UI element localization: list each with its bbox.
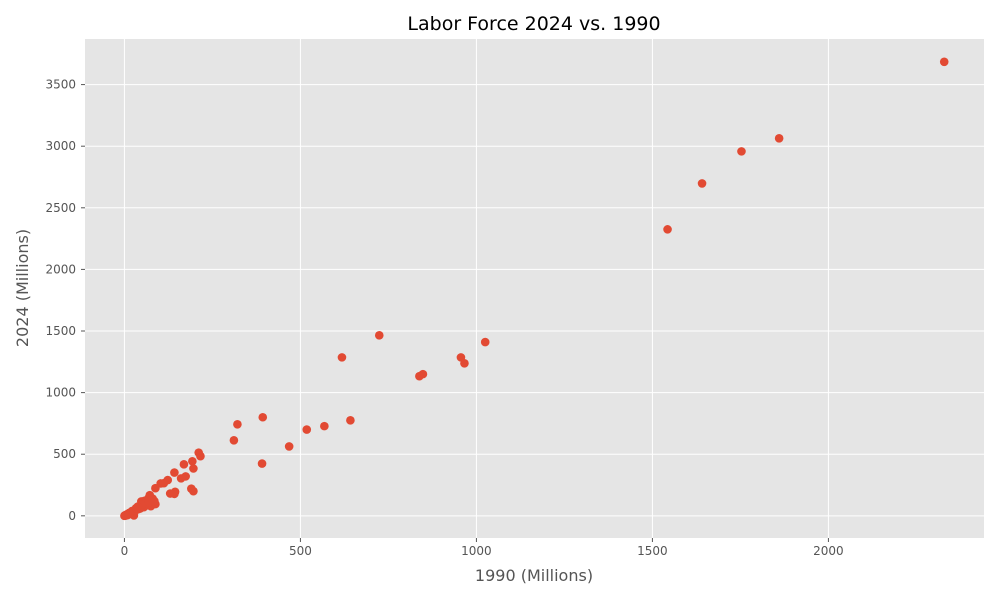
data-point bbox=[774, 134, 784, 143]
data-point bbox=[165, 489, 175, 498]
data-point bbox=[233, 419, 242, 429]
data-point bbox=[179, 460, 189, 469]
data-point bbox=[258, 412, 268, 422]
data-points bbox=[120, 57, 949, 521]
x-tick-label: 500 bbox=[289, 544, 312, 558]
x-tick-label: 2000 bbox=[813, 544, 844, 558]
data-point bbox=[189, 486, 198, 496]
x-axis-ticks: 0 500 1000 1500 2000 bbox=[121, 538, 844, 558]
data-point bbox=[374, 331, 384, 340]
x-tick-label: 1000 bbox=[461, 544, 492, 558]
data-point bbox=[663, 225, 672, 234]
data-point bbox=[196, 451, 205, 461]
data-point bbox=[150, 496, 159, 506]
y-axis-ticks: 0 500 1000 1500 2000 2500 3000 3500 bbox=[45, 78, 85, 523]
data-point bbox=[170, 468, 179, 477]
data-point bbox=[302, 425, 312, 434]
data-point bbox=[257, 459, 267, 468]
y-tick-label: 2500 bbox=[45, 201, 76, 215]
y-tick-label: 1000 bbox=[45, 386, 76, 400]
y-tick-label: 3000 bbox=[45, 139, 76, 153]
y-tick-label: 3500 bbox=[45, 78, 76, 92]
y-axis-title: 2024 (Millions) bbox=[13, 229, 32, 347]
data-point bbox=[939, 57, 949, 67]
data-point bbox=[697, 179, 707, 188]
data-point bbox=[151, 483, 160, 493]
data-point bbox=[460, 358, 469, 368]
plot-area bbox=[85, 39, 984, 538]
chart-title: Labor Force 2024 vs. 1990 bbox=[407, 13, 660, 35]
data-point bbox=[346, 416, 355, 425]
data-point bbox=[131, 503, 141, 513]
data-point bbox=[188, 456, 197, 466]
x-axis-title: 1990 (Millions) bbox=[475, 566, 593, 585]
y-tick-label: 500 bbox=[53, 447, 76, 461]
data-point bbox=[320, 421, 329, 431]
x-tick-label: 0 bbox=[121, 544, 129, 558]
data-point bbox=[189, 464, 198, 473]
x-tick-label: 1500 bbox=[637, 544, 668, 558]
grid-lines bbox=[85, 39, 984, 538]
y-tick-label: 2000 bbox=[45, 262, 76, 276]
y-tick-label: 1500 bbox=[45, 324, 76, 338]
data-point bbox=[737, 147, 746, 156]
data-point bbox=[415, 371, 424, 381]
data-point bbox=[284, 442, 294, 451]
data-point bbox=[480, 337, 490, 347]
y-tick-label: 0 bbox=[68, 509, 76, 523]
data-point bbox=[121, 511, 131, 520]
data-point bbox=[176, 474, 186, 483]
data-point bbox=[229, 435, 239, 445]
data-point bbox=[337, 353, 347, 362]
